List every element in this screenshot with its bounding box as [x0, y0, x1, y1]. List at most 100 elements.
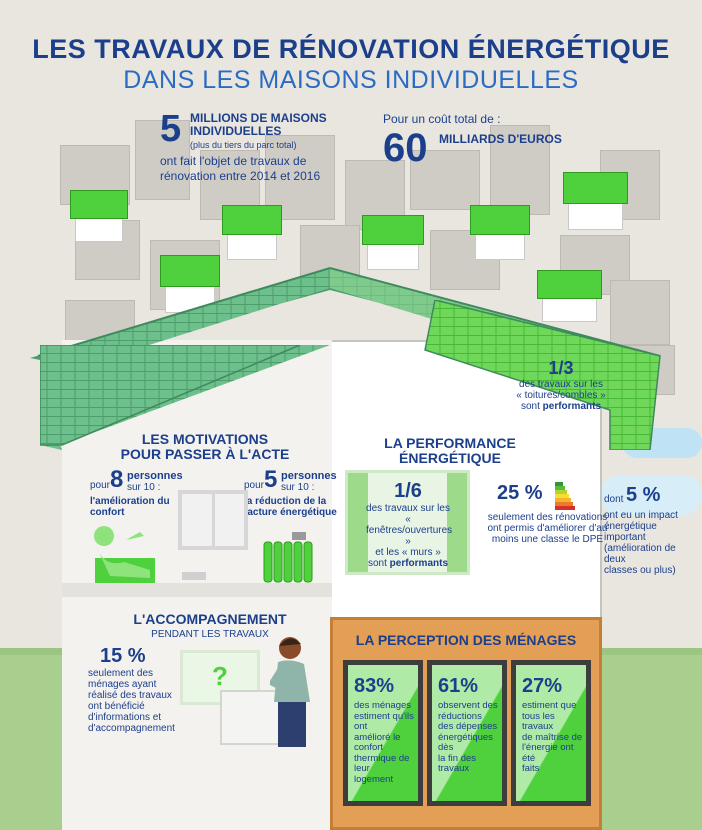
- accompagnement-heading: L'ACCOMPAGNEMENT PENDANT LES TRAVAUX: [120, 612, 300, 642]
- houses-description-line2: rénovation entre 2014 et 2016: [160, 169, 321, 183]
- dpe-stat-value: 25 %: [497, 482, 543, 504]
- page-title: LES TRAVAUX DE RÉNOVATION ÉNERGÉTIQUE: [32, 34, 670, 64]
- perception-line: estiment que: [522, 700, 577, 711]
- accompagnement-line: réalisé des travaux: [88, 690, 172, 701]
- perception-line: l'énergie ont été: [522, 742, 574, 764]
- question-mark-icon: ?: [212, 661, 228, 691]
- accompagnement-value: 15 %: [100, 645, 146, 667]
- motivation-bill-label1: la réduction de la: [244, 496, 327, 507]
- renovated-house: [362, 215, 424, 270]
- accompagnement-line: ménages ayant: [88, 679, 157, 690]
- perception-window: 61% observent des réductions des dépense…: [427, 660, 507, 806]
- impact-stat-line4: classes ou plus): [604, 565, 676, 576]
- perception-line: de maîtrise de: [522, 731, 583, 743]
- background-house: [490, 125, 550, 215]
- motivation-bill-number: 5: [264, 466, 278, 493]
- background-house: [135, 120, 190, 200]
- perception-line: estiment qu'ils ont: [354, 710, 414, 732]
- roof-right-slope: [424, 300, 661, 450]
- accompagnement-line: d'informations et: [88, 712, 162, 723]
- roof-stat-line3-prefix: sont: [520, 401, 543, 412]
- perception-line: énergétiques dès: [438, 731, 493, 753]
- perception-line: thermique de leur: [354, 752, 410, 774]
- perception-line: faits: [522, 763, 540, 774]
- windows-stat-line4-prefix: sont: [367, 558, 390, 569]
- accompagnement-stat: 15 % seulement des ménages ayant réalisé…: [88, 645, 188, 734]
- performance-heading-line2: ÉNERGÉTIQUE: [399, 450, 501, 466]
- roof-eaves: [40, 345, 330, 450]
- person-relaxing-illustration: [94, 526, 155, 583]
- windows-stat: 1/6 des travaux sur les « fenêtres/ouver…: [366, 480, 452, 569]
- perception-line: réductions: [438, 710, 482, 722]
- roof-stat-line2: « toitures/combles »: [516, 390, 606, 401]
- perception-line: amélioré le confort: [354, 731, 401, 753]
- renovated-house: [470, 205, 530, 260]
- cost-label: MILLIARDS D'EUROS: [439, 132, 562, 146]
- motivation-comfort-pour: pour: [90, 480, 111, 491]
- windows-stat-value: 1/6: [394, 480, 422, 502]
- cost-intro: Pour un coût total de :: [383, 112, 501, 126]
- houses-headline-line1: MILLIONS DE MAISONS: [190, 111, 327, 125]
- dpe-stat-line1: seulement des rénovations: [487, 512, 608, 523]
- houses-headline: MILLIONS DE MAISONS INDIVIDUELLES: [190, 112, 350, 138]
- perception-line: des dépenses: [438, 721, 498, 732]
- room-window: [178, 490, 248, 550]
- perception-line: la fin des travaux: [438, 752, 477, 774]
- motivation-comfort-label1: l'amélioration du: [90, 496, 170, 507]
- accompagnement-heading-line1: L'ACCOMPAGNEMENT: [133, 611, 287, 627]
- impact-stat-line1: ont eu un impact: [604, 510, 678, 521]
- motivations-heading-line1: LES MOTIVATIONS: [141, 431, 269, 447]
- impact-stat-line3: (amélioration de deux: [604, 543, 676, 565]
- dpe-stat-desc: seulement des rénovations ont permis d'a…: [485, 512, 610, 545]
- background-house: [610, 280, 670, 345]
- roof-stat: 1/3 des travaux sur les « toitures/combl…: [506, 358, 616, 412]
- windows-stat-line1: des travaux sur les: [366, 503, 450, 514]
- motivation-comfort-label: l'amélioration du confort: [90, 496, 210, 518]
- impact-stat-prefix: dont: [604, 494, 624, 505]
- perception-line: tous les travaux: [522, 710, 555, 732]
- performance-heading-line1: LA PERFORMANCE: [384, 435, 516, 451]
- houses-number: 5: [160, 108, 182, 150]
- shutter-right: [447, 473, 467, 572]
- performance-heading: LA PERFORMANCE ÉNERGÉTIQUE: [370, 436, 530, 466]
- accompagnement-heading-line2: PENDANT LES TRAVAUX: [151, 629, 269, 640]
- renovated-house: [70, 190, 128, 242]
- houses-description: ont fait l'objet de travaux de rénovatio…: [160, 154, 360, 184]
- renovated-house: [160, 255, 220, 313]
- accompagnement-line: d'accompagnement: [88, 723, 175, 734]
- motivations-heading: LES MOTIVATIONS POUR PASSER À L'ACTE: [100, 432, 310, 462]
- perception-value: 83%: [354, 675, 395, 697]
- perception-line: logement: [354, 773, 394, 785]
- roof-stat-line3-bold: performants: [542, 401, 602, 412]
- motivation-comfort-unit2: sur 10 :: [127, 482, 161, 493]
- shutter-left: [348, 473, 368, 572]
- dpe-stat-line2: ont permis d'améliorer d'au: [487, 523, 608, 534]
- room-window-green: [345, 470, 470, 575]
- roof-stat-line1: des travaux sur les: [519, 379, 603, 390]
- accompagnement-line: seulement des: [88, 668, 154, 679]
- page-subtitle: DANS LES MAISONS INDIVIDUELLES: [123, 66, 579, 94]
- background-house: [410, 150, 480, 210]
- perception-value: 61%: [438, 675, 479, 697]
- side-table: [182, 572, 206, 580]
- motivation-comfort-unit1: personnes: [127, 470, 183, 482]
- motivations-heading-line2: POUR PASSER À L'ACTE: [120, 446, 290, 462]
- houses-note: (plus du tiers du parc total): [190, 140, 297, 150]
- perception-line: des ménages: [354, 700, 412, 711]
- impact-stat-line2: énergétique important: [604, 521, 657, 543]
- advisor-person-illustration: [270, 637, 310, 747]
- impact-stat-desc: ont eu un impact énergétique important (…: [604, 510, 700, 576]
- house-floor-divider: [62, 583, 332, 597]
- perception-line: observent des: [438, 700, 498, 711]
- perception-window: 83% des ménages estiment qu'ils ont amél…: [343, 660, 423, 806]
- houses-description-line1: ont fait l'objet de travaux de: [160, 154, 307, 168]
- renovated-house: [222, 205, 282, 260]
- dpe-scale-icon: [555, 482, 575, 510]
- motivation-comfort-label2: confort: [90, 507, 125, 518]
- roof-stat-line3: sont performants: [506, 401, 616, 412]
- accompagnement-line: ont bénéficié: [88, 701, 145, 712]
- roof-stat-value: 1/3: [548, 358, 574, 378]
- windows-stat-line3: et les « murs »: [375, 547, 441, 558]
- motivation-bill-label: la réduction de la facture énergétique: [244, 496, 344, 518]
- impact-stat-value: 5 %: [626, 484, 661, 506]
